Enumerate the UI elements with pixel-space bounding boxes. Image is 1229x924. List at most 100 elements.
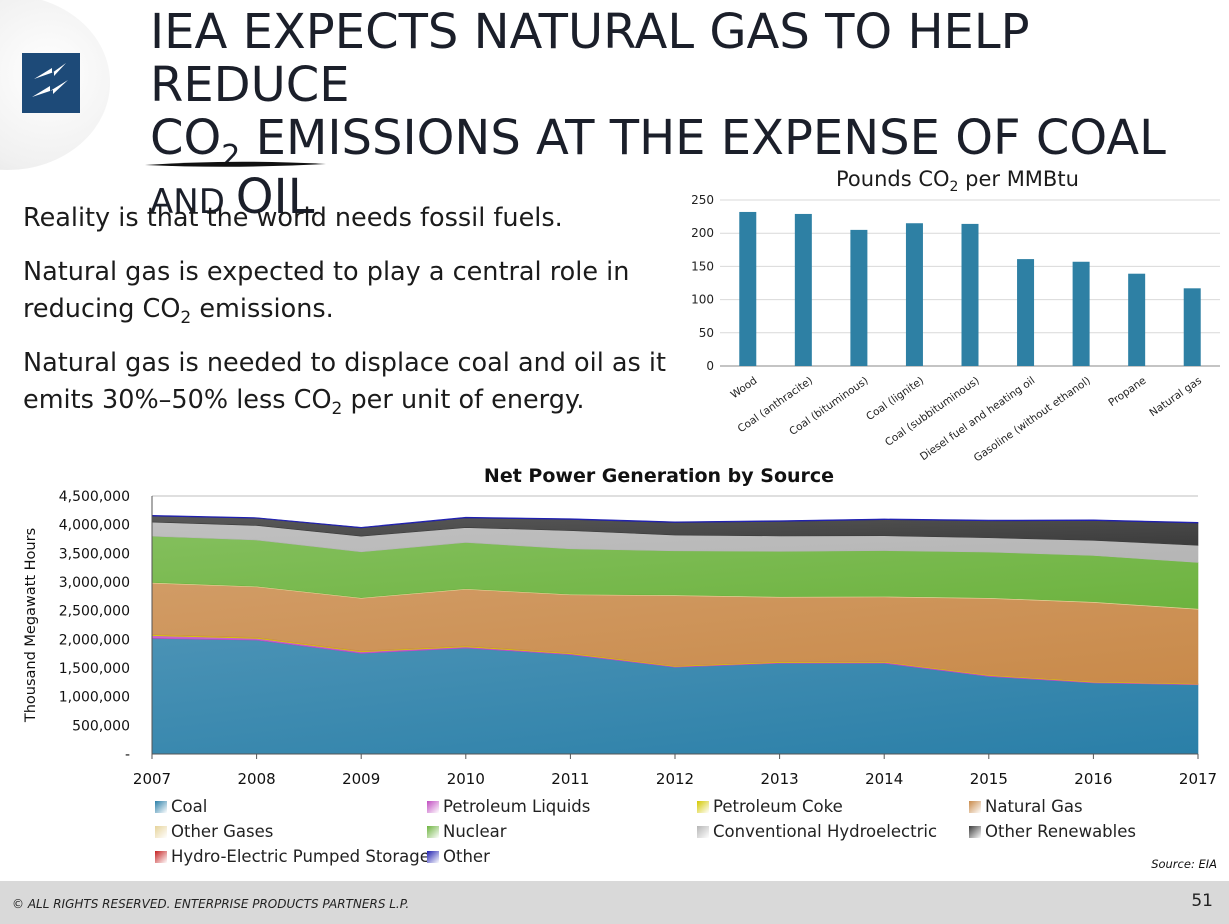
area-series-petroleum-liquids <box>151 635 1199 686</box>
legend-swatch <box>427 851 439 863</box>
legend-swatch <box>427 801 439 813</box>
area-x-tick-label: 2015 <box>970 770 1008 788</box>
legend-item-coal: Coal <box>155 797 207 816</box>
title-underline-swoosh <box>145 161 326 167</box>
bar-y-tick-label: 150 <box>691 259 714 273</box>
area-y-tick-label: 3,500,000 <box>59 546 130 562</box>
legend-item-petroleum-liquids: Petroleum Liquids <box>427 797 590 816</box>
area-x-tick-label: 2010 <box>447 770 485 788</box>
legend-item-other: Other <box>427 847 490 866</box>
title-line-2-rest: EMISSIONS AT THE EXPENSE OF COAL <box>240 110 1166 166</box>
bar-x-tick-label: Propane <box>1106 375 1148 409</box>
bar-x-tick-label: Coal (subbituminous) <box>883 375 982 449</box>
page-title: IEA EXPECTS NATURAL GAS TO HELP REDUCE C… <box>150 6 1225 229</box>
bar-propane <box>1128 273 1146 366</box>
title-line-3-big: OIL <box>235 169 315 225</box>
area-x-tick-label: 2007 <box>133 770 171 788</box>
area-series-coal <box>151 638 1199 755</box>
area-x-tick-label: 2013 <box>761 770 799 788</box>
area-series-other-renewables <box>151 515 1199 546</box>
legend-swatch <box>697 801 709 813</box>
area-y-axis-label: Thousand Megawatt Hours <box>23 528 39 723</box>
legend-label: Other Gases <box>171 822 274 841</box>
area-y-tick-label: 4,500,000 <box>59 489 130 505</box>
legend-item-other-renewables: Other Renewables <box>969 822 1136 841</box>
legend-label: Hydro-Electric Pumped Storage <box>171 847 430 866</box>
lightning-logo-icon <box>32 63 68 97</box>
bar-gasoline-without-ethanol- <box>1072 261 1090 366</box>
bar-title-a: Pounds CO <box>836 167 950 191</box>
legend-item-nuclear: Nuclear <box>427 822 507 841</box>
legend-swatch <box>155 801 167 813</box>
legend-item-natural-gas: Natural Gas <box>969 797 1083 816</box>
bar-y-tick-label: 0 <box>706 359 714 373</box>
bar-title-sub: 2 <box>949 179 959 195</box>
bullet-2-rest: emissions. <box>191 294 334 324</box>
bar-coal-subbituminous- <box>961 223 979 366</box>
bullet-1: Reality is that the world needs fossil f… <box>23 203 563 233</box>
area-x-tick-label: 2009 <box>342 770 380 788</box>
bullet-3-text: Natural gas is needed to displace coal a… <box>23 348 667 415</box>
legend-swatch <box>427 826 439 838</box>
area-series-nuclear <box>151 535 1199 609</box>
bar-coal-anthracite- <box>794 213 812 366</box>
legend-swatch <box>697 826 709 838</box>
area-x-tick-label: 2014 <box>865 770 903 788</box>
legend-label: Other Renewables <box>985 822 1136 841</box>
page-number: 51 <box>1191 891 1213 911</box>
bar-x-tick-label: Coal (bituminous) <box>787 375 870 438</box>
legend-label: Conventional Hydroelectric <box>713 822 938 841</box>
legend-label: Natural Gas <box>985 797 1083 816</box>
legend-item-petroleum-coke: Petroleum Coke <box>697 797 843 816</box>
area-y-tick-label: 1,000,000 <box>59 690 130 706</box>
footer-bar <box>0 881 1229 924</box>
bar-coal-lignite- <box>905 223 923 366</box>
bar-natural-gas <box>1183 288 1201 366</box>
area-y-tick-label: 1,500,000 <box>59 661 130 677</box>
bullet-2-sub: 2 <box>180 308 192 328</box>
bar-x-tick-label: Wood <box>729 375 760 402</box>
bullet-2-text: Natural gas is expected to play a centra… <box>23 257 630 324</box>
bar-y-tick-label: 50 <box>699 326 714 340</box>
bar-wood <box>739 211 757 366</box>
title-line-3-small: AND <box>150 182 236 222</box>
legend-label: Petroleum Liquids <box>443 797 591 816</box>
legend-label: Other <box>443 847 490 866</box>
area-series-conventional-hydroelectric <box>151 521 1199 563</box>
area-series-petroleum-coke <box>151 634 1199 685</box>
area-series-other-gases <box>151 582 1199 610</box>
area-series-natural-gas <box>151 582 1199 684</box>
bullet-3: Natural gas is needed to displace coal a… <box>23 345 683 419</box>
bullet-3-sub: 2 <box>331 399 343 419</box>
bullet-2: Natural gas is expected to play a centra… <box>23 254 683 328</box>
area-x-tick-label: 2012 <box>656 770 694 788</box>
company-logo <box>22 53 80 113</box>
area-y-tick-label: 3,000,000 <box>59 575 130 591</box>
bar-title-b: per MMBtu <box>958 167 1079 191</box>
bar-coal-bituminous- <box>850 229 868 366</box>
legend-item-conventional-hydroelectric: Conventional Hydroelectric <box>697 822 937 841</box>
bar-diesel-fuel-and-heating-oil <box>1017 259 1035 366</box>
area-x-tick-label: 2011 <box>551 770 589 788</box>
legend-swatch <box>969 801 981 813</box>
source-note: Source: EIA <box>1151 857 1217 871</box>
bar-x-tick-label: Coal (anthracite) <box>736 375 815 436</box>
bullet-text: Reality is that the world needs fossil f… <box>23 200 683 436</box>
bar-chart-title: Pounds CO2 per MMBtu <box>836 167 1079 194</box>
legend-item-other-gases: Other Gases <box>155 822 273 841</box>
area-y-tick-label: 2,000,000 <box>59 632 130 648</box>
title-line-2-co: CO <box>150 110 222 166</box>
legend-label: Coal <box>171 797 208 816</box>
area-x-tick-label: 2017 <box>1179 770 1217 788</box>
area-series-other <box>151 515 1199 529</box>
area-x-tick-label: 2016 <box>1074 770 1112 788</box>
area-y-tick-label: - <box>125 747 130 763</box>
bar-x-tick-label: Natural gas <box>1147 375 1204 420</box>
copyright-text: © ALL RIGHTS RESERVED. ENTERPRISE PRODUC… <box>12 897 410 911</box>
legend-swatch <box>155 851 167 863</box>
area-y-tick-label: 500,000 <box>72 718 130 734</box>
area-x-tick-label: 2008 <box>238 770 276 788</box>
bar-x-tick-label: Diesel fuel and heating oil <box>918 375 1037 464</box>
legend-item-hydro-electric-pumped-storage: Hydro-Electric Pumped Storage <box>155 847 430 866</box>
legend-swatch <box>155 826 167 838</box>
